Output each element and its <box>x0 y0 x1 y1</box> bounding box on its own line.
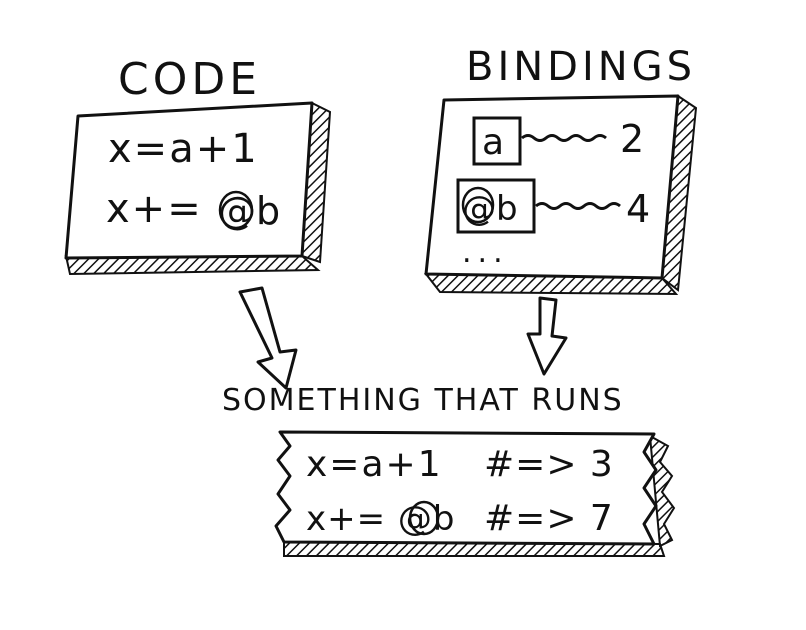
result-expression: x+= @b <box>306 499 456 539</box>
arrow-bindings-to-result <box>526 296 568 376</box>
bindings-title: BINDINGS <box>466 44 696 90</box>
bindings-ellipsis: ... <box>462 235 509 270</box>
result-strip-torn-edge-right <box>648 434 676 548</box>
binding-name: a <box>482 122 504 163</box>
binding-value: 2 <box>620 117 644 161</box>
code-ivar-token: @b <box>218 189 280 233</box>
binding-wavy-connector <box>521 134 607 142</box>
result-strip <box>274 430 676 557</box>
code-line-1: x=a+1 <box>108 126 259 172</box>
result-line: x=a+1 #=> 3 <box>306 444 614 485</box>
binding-name: @b <box>462 189 518 229</box>
arrow-code-to-result <box>238 286 298 390</box>
binding-row: @b 4 <box>456 178 650 234</box>
result-line: x+= @b #=> 7 <box>306 498 614 539</box>
binding-name-box <box>472 116 522 166</box>
code-line-2-ivar: @b <box>218 189 280 233</box>
result-output: #=> 7 <box>484 498 614 539</box>
binding-value: 4 <box>626 187 650 231</box>
result-output: #=> 3 <box>484 444 614 485</box>
result-expression: x=a+1 <box>306 444 443 485</box>
code-line-2: x+= <box>106 186 203 232</box>
result-title: SOMETHING THAT RUNS <box>222 383 624 418</box>
result-strip-frame <box>274 430 658 546</box>
code-title: CODE <box>118 54 261 105</box>
binding-row: a 2 <box>472 116 644 166</box>
binding-wavy-connector <box>535 202 621 210</box>
binding-name-box <box>456 178 536 234</box>
